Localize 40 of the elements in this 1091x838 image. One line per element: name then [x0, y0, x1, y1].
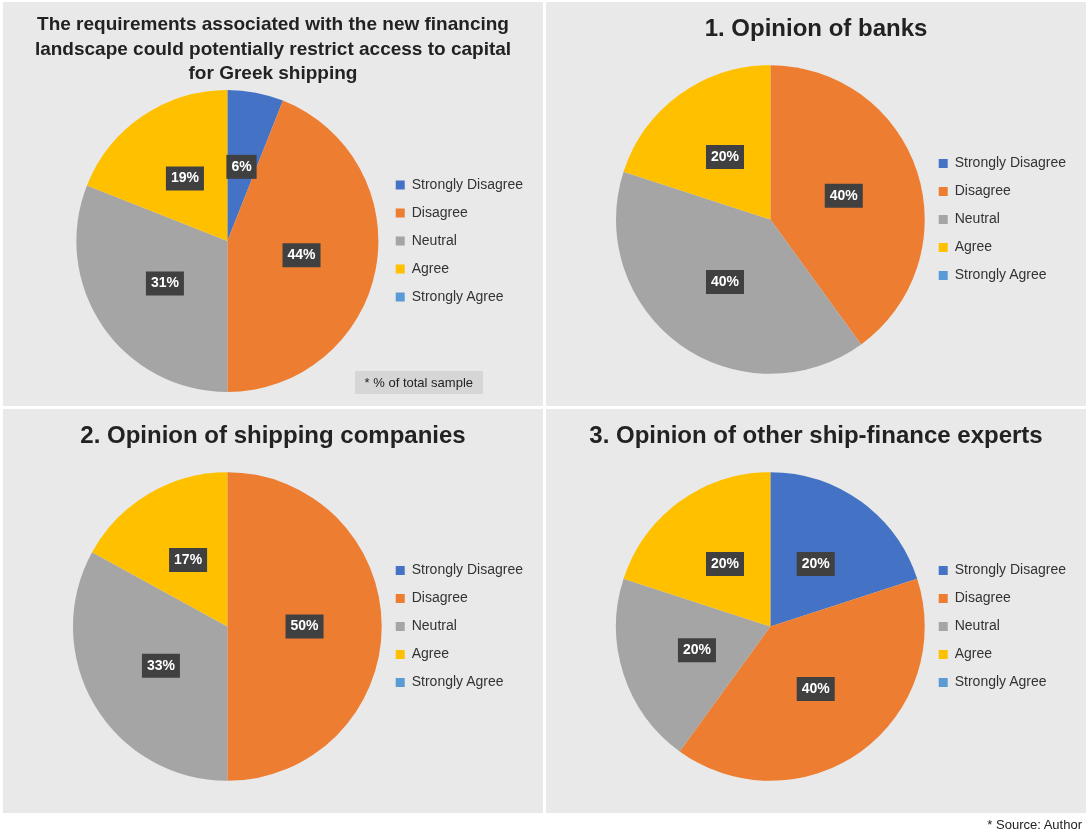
data-label: 40%	[801, 679, 831, 696]
data-label: 50%	[290, 617, 320, 634]
legend-label: Disagree	[954, 182, 1011, 199]
data-label: 20%	[801, 555, 831, 572]
legend-label: Strongly Agree	[954, 266, 1047, 283]
data-label: 6%	[231, 157, 253, 174]
chart-title: 1. Opinion of banks	[703, 13, 929, 43]
legend-label: Neutral	[954, 617, 1000, 634]
data-label: 40%	[710, 272, 740, 289]
data-label: 31%	[150, 274, 180, 291]
legend-label: Disagree	[411, 589, 468, 606]
chart-title: The requirements associated with the new financing landscape could potentially restrict access to capital for Greek shipping	[33, 12, 513, 86]
legend-label: Disagree	[411, 203, 468, 220]
text: * % of total sample	[354, 371, 483, 394]
legend-label: Disagree	[954, 589, 1011, 606]
chart-title: 2. Opinion of shipping companies	[79, 420, 467, 450]
legend-label: Neutral	[954, 210, 1000, 227]
legend-label: Strongly Disagree	[411, 561, 524, 578]
data-label: 17%	[174, 551, 203, 568]
legend-label: Strongly Disagree	[411, 175, 524, 192]
legend-label: Agree	[411, 645, 450, 662]
data-label: 33%	[146, 656, 176, 673]
legend-label: Strongly Agree	[954, 673, 1047, 690]
legend-label: Strongly Disagree	[954, 561, 1067, 578]
data-label: 40%	[829, 186, 859, 203]
legend-label: Strongly Agree	[411, 673, 504, 690]
data-label: 44%	[287, 246, 317, 263]
data-label: 20%	[710, 148, 740, 165]
legend-label: Agree	[954, 645, 993, 662]
legend-label: Agree	[954, 238, 993, 255]
legend-label: Agree	[411, 259, 450, 276]
text: * Source: Author	[987, 817, 1082, 832]
data-label: 19%	[170, 169, 200, 186]
data-label: 20%	[682, 641, 712, 658]
data-label: 20%	[710, 555, 740, 572]
legend-label: Neutral	[411, 617, 457, 634]
legend-label: Strongly Disagree	[954, 154, 1067, 171]
legend-label: Neutral	[411, 231, 457, 248]
legend-label: Strongly Agree	[411, 287, 504, 304]
chart-title: 3. Opinion of other ship-finance experts	[588, 420, 1044, 450]
